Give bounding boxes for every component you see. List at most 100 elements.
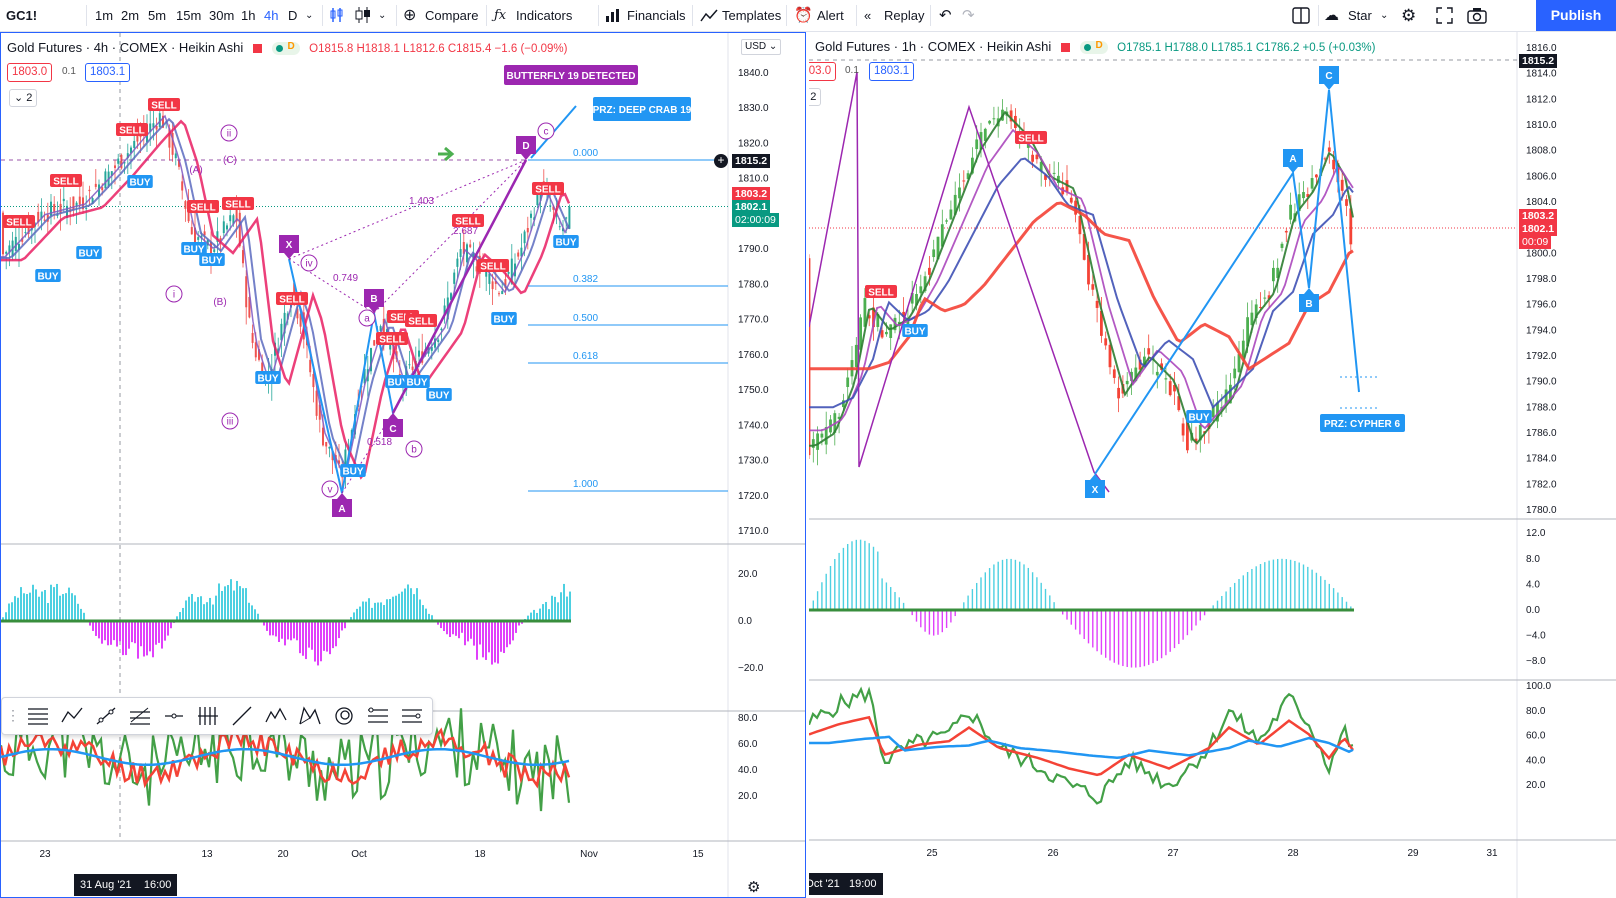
interval-2m[interactable]: 2m [121,8,140,23]
chevron-down-icon[interactable]: ⌄ [305,10,314,21]
fib-channel-icon[interactable] [128,704,152,728]
candle-body [379,326,382,331]
elliott-wave-icon[interactable] [264,704,288,728]
templates-button[interactable]: Templates [722,8,782,23]
replay-button[interactable]: Replay [884,8,925,23]
line-icon[interactable] [230,704,254,728]
pattern-point-c-marker [383,419,403,437]
fib-level-label: 0.500 [573,313,598,324]
candle-body [568,206,571,229]
bookmark-flag-icon[interactable] [1060,43,1070,53]
fib-retracement-icon[interactable] [26,704,50,728]
wave-label-circle [165,285,183,303]
bar-chart-type-icon[interactable] [329,6,345,24]
right-ohlc-values: O1785.1 H1788.0 L1785.1 C1786.2 +0.5 (+0… [1117,42,1376,54]
gear-icon[interactable]: ⚙ [1401,6,1417,25]
candle-body [110,171,113,176]
right-ask-price[interactable]: 1803.1 [869,62,915,81]
pattern-point-x-marker-tip [1090,474,1100,480]
interval-5m[interactable]: 5m [148,8,167,23]
candle-body [863,298,867,327]
interval-30m[interactable]: 30m [209,8,235,23]
left-osc2-axis-label: 80.0 [738,713,758,724]
fib-level-label: 0.618 [573,351,598,362]
abcd-pattern-icon[interactable] [60,704,84,728]
redo-icon[interactable]: ↷ [962,7,975,24]
compare-button[interactable]: Compare [425,8,479,23]
layout-name-button[interactable]: Star [1348,8,1372,23]
candle-body [1164,378,1168,380]
moving-average-long [809,201,1354,371]
candle-body [1100,310,1103,336]
candle-body [299,313,302,327]
interval-d[interactable]: D [288,8,298,23]
right-chart-title[interactable]: Gold Futures · 1h · COMEX · Heikin Ashi [815,39,1052,54]
symbol-search[interactable]: GC1! [6,8,38,23]
left-bid-price[interactable]: 1803.0 [7,63,53,82]
indicators-button[interactable]: Indicators [516,8,573,23]
candle-body [842,400,845,408]
chevron-down-icon[interactable]: ⌄ [1380,10,1389,21]
drag-handle-icon[interactable]: ⋮ [6,707,20,723]
layout-icon[interactable] [1292,7,1310,24]
candle-body [1155,371,1159,376]
alert-button[interactable]: Alert [817,8,844,23]
currency-selector[interactable]: USD ⌄ [741,39,782,55]
financials-button[interactable]: Financials [627,8,686,23]
fib-spiral-icon[interactable] [332,704,356,728]
left-ask-price[interactable]: 1803.1 [85,63,131,82]
gear-icon[interactable]: ⚙ [747,879,761,896]
buy-signal-label-background [35,269,61,282]
candle-body [248,297,251,318]
xabcd-pattern-icon[interactable] [298,704,322,728]
sell-signal-label: SELL [151,101,177,112]
pattern-point-b-marker-tip [369,307,379,313]
left-time-axis-label: Oct [351,849,367,860]
right-chart-canvas[interactable]: 1816.0 1814.0 1812.0 1810.0 1808.0 1806.0 1804… [809,32,1616,898]
interval-4h[interactable]: 4h [264,8,279,23]
chevron-down-icon[interactable]: ⌄ [378,10,387,21]
buy-signal-label: BUY [37,272,58,283]
interval-1m[interactable]: 1m [95,8,114,23]
left-chart-title[interactable]: Gold Futures · 4h · COMEX · Heikin Ashi [7,40,244,55]
undo-icon[interactable]: ↶ [939,7,952,24]
fullscreen-icon[interactable] [1436,7,1453,24]
right-price-axis-label: 1800.0 [1526,248,1557,259]
candle-body [149,123,152,133]
pattern-ratio-line-xd [288,159,527,260]
pattern-ratio-line-bd [373,159,527,314]
candle-body [1198,424,1202,441]
publish-button[interactable]: Publish [1536,0,1616,31]
horizontal-ray-icon[interactable] [162,704,186,728]
right-bid-price[interactable]: 1803.0 [809,62,837,81]
vertical-lines-icon[interactable] [196,704,220,728]
trend-line-icon[interactable] [94,704,118,728]
pattern-point-x-marker [1085,480,1105,498]
candle-body [1104,338,1108,346]
pitchfork-icon[interactable] [400,704,424,728]
candle-body [932,249,936,258]
interval-1h[interactable]: 1h [241,8,256,23]
camera-icon[interactable] [1467,7,1487,24]
parallel-channel-icon[interactable] [366,704,390,728]
right-collapse-indicators-button[interactable]: ⌄ 2 [809,88,822,106]
left-collapse-indicators-button[interactable]: ⌄ 2 [9,89,38,107]
cloud-icon: ☁ [1324,7,1339,24]
interval-15m[interactable]: 15m [176,8,202,23]
right-chart-pane[interactable]: 1816.0 1814.0 1812.0 1810.0 1808.0 1806.0 1804… [809,32,1616,898]
candles-icon[interactable] [354,6,372,24]
candle-body [43,219,46,221]
candle-body [910,292,914,304]
left-chart-pane[interactable]: 1840.01830.01820.01810.01800.01790.01780… [0,32,806,898]
bookmark-flag-icon[interactable] [252,44,262,54]
sell-signal-label: SELL [53,177,79,188]
candle-body [507,272,510,274]
candle-body [1323,158,1327,160]
add-alert-plus-icon[interactable]: + [714,154,728,168]
osc2-red-line [1,725,571,789]
candle-body [816,433,819,450]
left-price-axis-label: 1760.0 [738,350,769,361]
left-chart-canvas[interactable]: 1840.01830.01820.01810.01800.01790.01780… [1,33,806,898]
financials-icon [606,9,619,22]
candle-body [867,315,871,319]
